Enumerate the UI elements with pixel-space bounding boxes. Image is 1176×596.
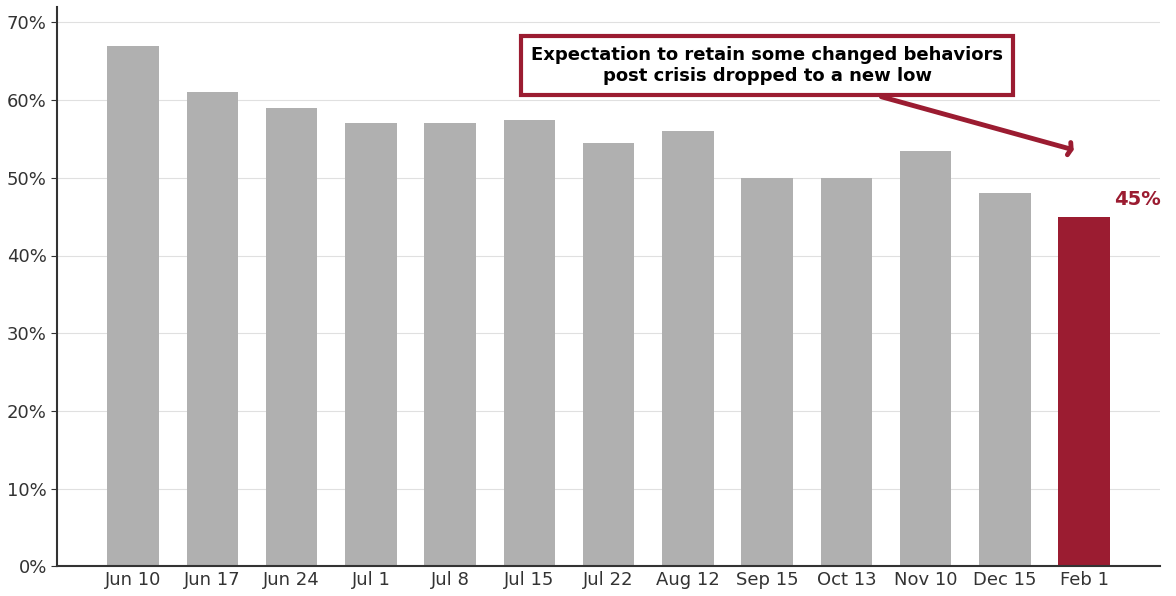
Bar	[821, 178, 873, 566]
Text: 45%: 45%	[1115, 190, 1161, 209]
Bar	[425, 123, 476, 566]
Bar	[662, 131, 714, 566]
Bar	[266, 108, 318, 566]
Text: Expectation to retain some changed behaviors
post crisis dropped to a new low: Expectation to retain some changed behav…	[532, 46, 1071, 155]
Bar	[345, 123, 396, 566]
Bar	[1058, 217, 1110, 566]
Bar	[980, 193, 1030, 566]
Bar	[107, 46, 159, 566]
Bar	[900, 151, 951, 566]
Bar	[187, 92, 239, 566]
Bar	[503, 120, 555, 566]
Bar	[741, 178, 793, 566]
Bar	[583, 143, 634, 566]
